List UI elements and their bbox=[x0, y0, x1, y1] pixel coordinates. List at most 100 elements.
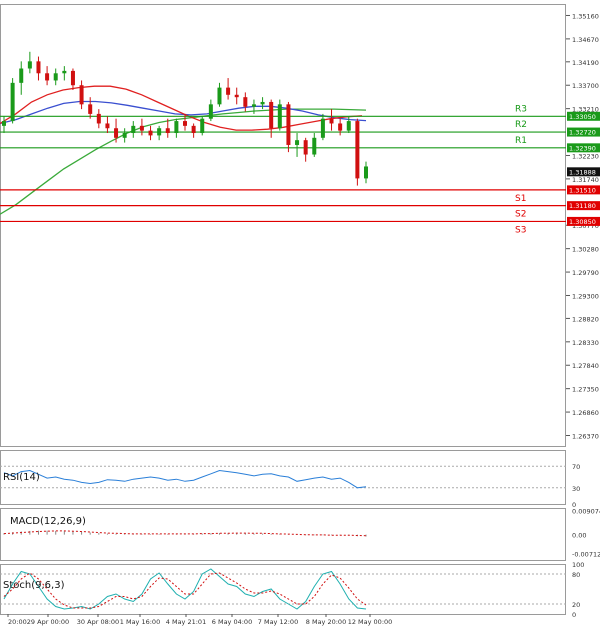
x-tick-label: 12 May 00:00 bbox=[348, 618, 393, 626]
rsi-line bbox=[3, 469, 367, 489]
rsi-tick-label: 70 bbox=[572, 463, 580, 471]
candle-body bbox=[79, 85, 84, 105]
ma-red-line bbox=[0, 85, 363, 131]
level-price-label: 1.33050 bbox=[569, 113, 596, 121]
level-name-s1: S1 bbox=[515, 194, 526, 204]
stoch-title: Stoch(9,6,3) bbox=[3, 580, 65, 591]
candle-body bbox=[88, 104, 93, 114]
candle-body bbox=[320, 118, 325, 138]
stoch-main-line bbox=[3, 568, 367, 610]
price-tick-label: 1.28820 bbox=[572, 315, 599, 323]
level-price-label: 1.32390 bbox=[569, 144, 596, 152]
price-tick-label: 1.29300 bbox=[572, 292, 599, 300]
stoch-signal-line bbox=[3, 572, 367, 609]
candle-body bbox=[200, 118, 205, 134]
price-tick-label: 1.27840 bbox=[572, 362, 599, 370]
x-tick-label: 20:00 bbox=[8, 618, 27, 626]
stoch-tick-label: 0 bbox=[572, 611, 576, 619]
rsi-panel-frame bbox=[0, 450, 566, 505]
candle-body bbox=[105, 123, 110, 129]
candle-body bbox=[165, 128, 170, 134]
stoch-tick-label: 20 bbox=[572, 601, 580, 609]
macd-signal-line bbox=[3, 530, 367, 537]
candle-body bbox=[260, 101, 265, 105]
candle-body bbox=[27, 61, 32, 69]
macd-title: MACD(12,26,9) bbox=[10, 516, 86, 527]
candle-body bbox=[286, 104, 291, 145]
level-price-label: 1.30850 bbox=[569, 218, 596, 226]
price-tick-label: 1.30280 bbox=[572, 246, 599, 254]
candle-body bbox=[19, 68, 24, 83]
candle-body bbox=[114, 128, 119, 138]
level-name-s3: S3 bbox=[515, 225, 526, 235]
candle-body bbox=[36, 61, 41, 74]
price-tick-label: 1.34190 bbox=[572, 59, 599, 67]
candle-body bbox=[329, 118, 334, 124]
candle-body bbox=[243, 97, 248, 107]
candle-body bbox=[183, 121, 187, 126]
candle-body bbox=[312, 137, 317, 155]
ma-blue-line bbox=[0, 100, 367, 125]
price-tick-label: 1.27350 bbox=[572, 386, 599, 394]
price-panel-frame bbox=[0, 4, 566, 447]
candle-body bbox=[269, 101, 274, 129]
price-tick-label: 1.33210 bbox=[572, 106, 599, 114]
candle-body bbox=[53, 73, 58, 81]
level-price-tag bbox=[567, 201, 600, 211]
price-tick-label: 1.33700 bbox=[572, 82, 599, 90]
level-price-tag bbox=[567, 111, 600, 121]
candle-body bbox=[70, 70, 75, 86]
level-price-tag bbox=[567, 216, 600, 226]
price-tick-label: 1.35160 bbox=[572, 12, 599, 20]
candle-body bbox=[45, 73, 50, 81]
candle-body bbox=[139, 125, 144, 131]
candle-body bbox=[148, 130, 153, 136]
ma-green-line bbox=[0, 108, 367, 215]
candle-body bbox=[96, 113, 101, 124]
macd-tick-label: 0.00 bbox=[572, 532, 586, 540]
macd-tick-label: -0.007124 bbox=[572, 551, 600, 559]
candle-body bbox=[364, 166, 368, 179]
candle-body bbox=[157, 128, 162, 136]
candle-body bbox=[191, 125, 196, 134]
candle-body bbox=[226, 87, 231, 95]
candle-body bbox=[174, 121, 179, 134]
price-tick-label: 1.30770 bbox=[572, 222, 599, 230]
candle-body bbox=[251, 104, 256, 107]
x-tick-label: 7 May 12:00 bbox=[258, 618, 298, 626]
level-price-tag bbox=[567, 143, 600, 153]
price-tick-label: 1.28330 bbox=[572, 339, 599, 347]
price-tick-label: 1.29790 bbox=[572, 269, 599, 277]
level-name-s2: S2 bbox=[515, 210, 526, 220]
x-axis: 20:00 29 Apr 00:00 30 Apr 08:00 1 May 16:00… bbox=[7, 614, 393, 626]
candle-body bbox=[338, 123, 343, 131]
level-name-r3: R3 bbox=[515, 104, 527, 114]
price-tick-label: 1.32230 bbox=[572, 152, 599, 160]
price-tick-label: 1.31740 bbox=[572, 176, 599, 184]
macd-panel-frame bbox=[0, 508, 566, 561]
level-price-tag bbox=[567, 127, 600, 137]
candle-body bbox=[217, 87, 222, 105]
level-price-label: 1.31180 bbox=[569, 202, 596, 210]
current-price-label: 1.31888 bbox=[569, 168, 596, 176]
candle-body bbox=[122, 133, 127, 138]
rsi-tick-label: 30 bbox=[572, 485, 580, 493]
current-price-tag bbox=[567, 167, 600, 177]
macd-panel: 0.009074 0.00 -0.007124 MACD(12,26,9) bbox=[0, 507, 600, 561]
candle-body bbox=[355, 121, 360, 179]
rsi-title: RSI(14) bbox=[3, 472, 40, 483]
price-tick-label: 1.26860 bbox=[572, 409, 599, 417]
stoch-panel-frame bbox=[0, 564, 566, 615]
candle-body bbox=[234, 94, 239, 98]
level-price-tag bbox=[567, 185, 600, 195]
candle-body bbox=[346, 121, 351, 131]
price-tick-label: 1.26370 bbox=[572, 432, 599, 440]
x-tick-label: 8 May 20:00 bbox=[306, 618, 346, 626]
stoch-tick-label: 80 bbox=[572, 571, 580, 579]
candle-body bbox=[277, 104, 282, 129]
rsi-tick-label: 0 bbox=[572, 501, 576, 509]
candle-body bbox=[208, 104, 213, 119]
level-name-r1: R1 bbox=[515, 136, 527, 146]
macd-tick-label: 0.009074 bbox=[572, 507, 600, 515]
level-price-label: 1.32720 bbox=[569, 129, 596, 137]
